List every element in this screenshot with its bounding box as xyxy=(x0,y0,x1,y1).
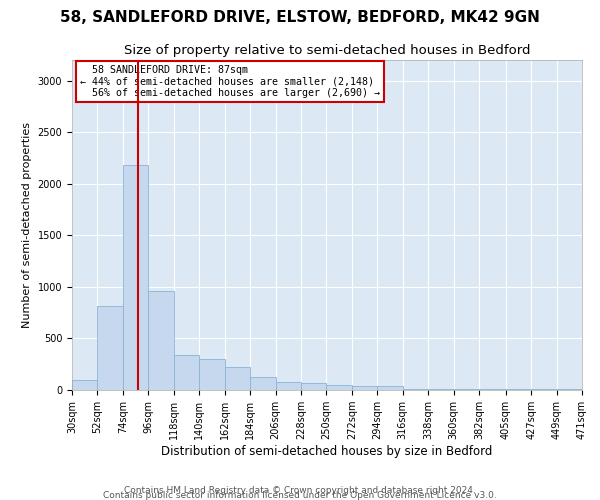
Bar xyxy=(224,368,250,390)
Bar xyxy=(352,386,377,390)
Bar xyxy=(326,385,352,390)
Bar xyxy=(72,380,97,390)
Bar xyxy=(174,355,199,390)
Text: 58, SANDLEFORD DRIVE, ELSTOW, BEDFORD, MK42 9GN: 58, SANDLEFORD DRIVE, ELSTOW, BEDFORD, M… xyxy=(60,10,540,25)
Bar xyxy=(199,359,224,390)
Bar xyxy=(148,291,174,390)
Bar xyxy=(250,376,275,390)
Bar xyxy=(403,389,428,390)
Text: Contains public sector information licensed under the Open Government Licence v3: Contains public sector information licen… xyxy=(103,490,497,500)
Title: Size of property relative to semi-detached houses in Bedford: Size of property relative to semi-detach… xyxy=(124,44,530,58)
Bar xyxy=(301,383,326,390)
Text: Contains HM Land Registry data © Crown copyright and database right 2024.: Contains HM Land Registry data © Crown c… xyxy=(124,486,476,495)
Bar xyxy=(97,306,123,390)
Text: 58 SANDLEFORD DRIVE: 87sqm
← 44% of semi-detached houses are smaller (2,148)
  5: 58 SANDLEFORD DRIVE: 87sqm ← 44% of semi… xyxy=(80,65,380,98)
Bar xyxy=(377,386,403,390)
X-axis label: Distribution of semi-detached houses by size in Bedford: Distribution of semi-detached houses by … xyxy=(161,445,493,458)
Bar xyxy=(123,165,148,390)
Bar xyxy=(275,382,301,390)
Y-axis label: Number of semi-detached properties: Number of semi-detached properties xyxy=(22,122,32,328)
